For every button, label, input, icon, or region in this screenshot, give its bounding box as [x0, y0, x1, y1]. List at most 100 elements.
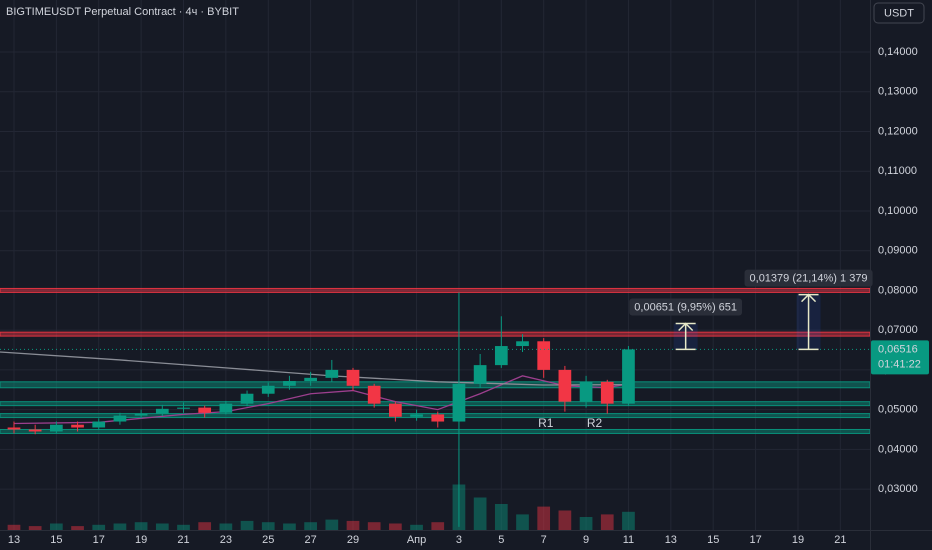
volume-bar [431, 522, 445, 530]
measure-label-box [744, 269, 873, 287]
y-tick-label: 0,03000 [878, 483, 918, 495]
candle-body [431, 414, 445, 422]
y-tick-label: 0,09000 [878, 245, 918, 257]
candle-body [283, 381, 296, 386]
volume-bar [219, 523, 233, 530]
volume-bar [28, 526, 42, 530]
zone [0, 331, 871, 337]
zone [0, 381, 871, 389]
candle-body [7, 427, 21, 430]
x-tick-label: 3 [456, 534, 462, 546]
candle-body [346, 369, 360, 386]
zone [0, 428, 871, 434]
volume-bar [7, 524, 21, 530]
currency-button[interactable] [873, 2, 925, 24]
volume-bar [346, 520, 360, 530]
last-price-label: 0,06516 [878, 343, 918, 355]
y-tick-label: 0,07000 [878, 324, 918, 336]
candle-body [452, 383, 466, 422]
y-tick-label: 0,11000 [878, 165, 917, 177]
measure-label: 0,00651 (9,95%) 651 [634, 301, 737, 313]
y-tick-label: 0,08000 [878, 284, 918, 296]
y-tick-label: 0,05000 [878, 404, 918, 416]
volume-bar [600, 514, 614, 530]
candle-body [367, 385, 381, 404]
annotation: R2 [587, 416, 603, 430]
volume-bar [92, 524, 106, 530]
x-tick-label: 21 [834, 534, 846, 546]
volume-bar [494, 504, 508, 530]
y-tick-label: 0,12000 [878, 125, 918, 137]
x-tick-label: 11 [623, 534, 634, 546]
x-tick-label: 25 [262, 534, 274, 546]
plot-area: R1 R2 0,00651 (9,95%) 651 0,01379 (21,14%) … [0, 0, 873, 530]
candle-body [155, 408, 169, 414]
y-tick-label: 0,14000 [878, 46, 918, 58]
candle-body [325, 369, 339, 378]
candle-body [198, 407, 212, 413]
candle-body [240, 393, 254, 404]
x-tick-label: 13 [8, 534, 20, 546]
volume-bar [516, 514, 529, 530]
candle-body [50, 424, 63, 432]
volume-bar [579, 517, 593, 530]
x-tick-label: 15 [707, 534, 719, 546]
last-price-box [871, 340, 929, 375]
x-tick-label: 7 [541, 534, 547, 546]
volume-bar [261, 522, 275, 530]
volume-bar [537, 506, 551, 530]
candle-body [494, 346, 508, 366]
zone [0, 287, 871, 293]
x-tick-label: 23 [220, 534, 232, 546]
currency-button-label[interactable]: USDT [884, 7, 914, 19]
candle-body [28, 429, 42, 432]
x-tick-label: 27 [304, 534, 316, 546]
candle-body [219, 403, 233, 413]
y-tick-label: 0,04000 [878, 443, 918, 455]
candle-body [92, 421, 106, 428]
volume-bar [177, 524, 190, 530]
x-tick-label: 17 [93, 534, 105, 546]
candle-body [558, 369, 572, 402]
volume-bar [113, 523, 127, 530]
candle-body [600, 381, 614, 404]
candle-body [113, 415, 127, 422]
x-tick-label: 5 [498, 534, 504, 546]
volume-bar [71, 526, 84, 530]
annotation: R1 [538, 416, 554, 430]
zone [0, 401, 871, 407]
volume-bar [367, 522, 381, 530]
candle-body [261, 385, 275, 394]
x-tick-label: 9 [583, 534, 589, 546]
candle-body [410, 414, 423, 417]
volume-bar [304, 522, 317, 530]
measure-label-box [629, 298, 743, 316]
countdown: 01:41:22 [878, 358, 921, 370]
candle-body [304, 377, 317, 382]
volume-bar [198, 522, 212, 530]
x-tick-label: 29 [347, 534, 359, 546]
x-tick-label: 21 [177, 534, 189, 546]
volume-bar [473, 497, 487, 530]
x-tick-label: 13 [665, 534, 677, 546]
x-tick-label: 19 [135, 534, 147, 546]
volume-bar [240, 520, 254, 530]
candle-body [537, 341, 551, 370]
volume-bar [283, 523, 296, 530]
volume-bar [558, 510, 572, 530]
x-tick-label: 19 [792, 534, 804, 546]
volume-bar [325, 519, 339, 530]
volume-bar [622, 511, 635, 530]
candle-body [177, 407, 190, 409]
candle-body [389, 403, 402, 417]
chart-title: BIGTIMEUSDT Perpetual Contract · 4ч · BY… [6, 6, 239, 18]
volume-bar [389, 523, 402, 530]
candle-body [516, 341, 529, 347]
x-tick-label: Апр [407, 534, 426, 546]
candle-body [134, 413, 148, 416]
candle-body [579, 381, 593, 402]
volume-bar [134, 522, 148, 530]
x-tick-label: 15 [50, 534, 62, 546]
measure-label: 0,01379 (21,14%) 1 379 [750, 273, 868, 285]
